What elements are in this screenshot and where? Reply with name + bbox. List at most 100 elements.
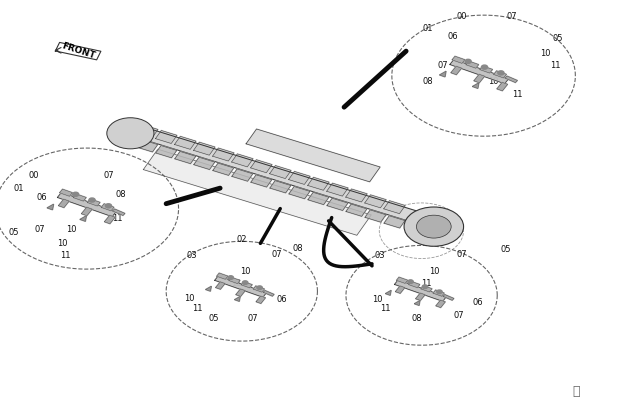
Text: 10: 10 — [372, 295, 382, 304]
Text: 08: 08 — [422, 77, 433, 86]
Circle shape — [73, 192, 79, 196]
Polygon shape — [216, 282, 225, 289]
Polygon shape — [156, 130, 177, 144]
Polygon shape — [472, 83, 479, 88]
Text: 06: 06 — [472, 298, 483, 307]
Circle shape — [105, 204, 112, 208]
Text: 10: 10 — [541, 49, 551, 58]
Circle shape — [481, 65, 487, 69]
Polygon shape — [136, 125, 158, 137]
Text: 10: 10 — [66, 225, 76, 234]
Text: 01: 01 — [14, 184, 24, 193]
Polygon shape — [253, 286, 265, 292]
Text: 11: 11 — [422, 279, 432, 288]
Text: Ⓦ: Ⓦ — [573, 385, 580, 398]
Polygon shape — [215, 276, 267, 297]
Text: 05: 05 — [500, 245, 510, 254]
Circle shape — [404, 207, 464, 246]
Polygon shape — [74, 194, 86, 201]
Text: 10: 10 — [488, 77, 498, 86]
Polygon shape — [58, 199, 69, 208]
Polygon shape — [396, 286, 405, 293]
Circle shape — [257, 286, 262, 290]
Text: 03: 03 — [374, 251, 385, 260]
Polygon shape — [384, 201, 405, 213]
Polygon shape — [270, 166, 291, 179]
Text: 00: 00 — [457, 12, 467, 21]
Text: 10: 10 — [184, 294, 194, 303]
Polygon shape — [264, 290, 274, 296]
Text: 11: 11 — [513, 90, 523, 99]
Circle shape — [417, 215, 451, 238]
Polygon shape — [232, 169, 253, 181]
Polygon shape — [81, 207, 92, 216]
Text: 01: 01 — [423, 24, 433, 33]
Polygon shape — [232, 154, 253, 167]
Polygon shape — [386, 290, 391, 295]
Polygon shape — [229, 277, 240, 283]
Polygon shape — [421, 286, 432, 292]
Text: 07: 07 — [272, 250, 283, 259]
Polygon shape — [497, 82, 508, 91]
Polygon shape — [241, 282, 252, 288]
Polygon shape — [409, 281, 420, 288]
Polygon shape — [250, 160, 272, 173]
Polygon shape — [246, 129, 380, 182]
Polygon shape — [289, 187, 310, 199]
Polygon shape — [384, 216, 405, 228]
Polygon shape — [132, 126, 432, 226]
Text: 07: 07 — [506, 12, 517, 21]
Polygon shape — [256, 296, 265, 303]
Circle shape — [107, 118, 154, 149]
Polygon shape — [236, 289, 246, 297]
Polygon shape — [308, 177, 329, 190]
Polygon shape — [55, 43, 101, 60]
Circle shape — [498, 71, 504, 75]
Text: 02: 02 — [237, 235, 247, 244]
Circle shape — [89, 198, 95, 202]
Circle shape — [228, 276, 234, 279]
Polygon shape — [505, 76, 518, 83]
Polygon shape — [80, 216, 86, 221]
Text: 05: 05 — [209, 314, 219, 323]
Text: 07: 07 — [35, 225, 46, 234]
Text: 11: 11 — [113, 214, 123, 223]
Text: 05: 05 — [553, 34, 563, 43]
Polygon shape — [440, 71, 446, 77]
Polygon shape — [346, 204, 367, 216]
Text: 08: 08 — [292, 244, 303, 253]
Polygon shape — [137, 140, 157, 152]
Polygon shape — [175, 151, 196, 164]
Text: 03: 03 — [187, 251, 198, 260]
Text: 07: 07 — [247, 314, 259, 323]
Polygon shape — [466, 61, 479, 68]
Polygon shape — [451, 66, 462, 75]
Text: 06: 06 — [37, 193, 48, 202]
Polygon shape — [156, 146, 177, 158]
Text: 11: 11 — [192, 304, 202, 313]
Text: FRONT: FRONT — [60, 41, 96, 61]
Polygon shape — [494, 71, 507, 78]
Polygon shape — [47, 204, 53, 210]
Polygon shape — [346, 189, 367, 202]
Polygon shape — [213, 148, 234, 161]
Polygon shape — [443, 294, 454, 300]
Text: 08: 08 — [411, 314, 422, 323]
Polygon shape — [365, 195, 386, 208]
Polygon shape — [251, 175, 272, 187]
Circle shape — [465, 59, 471, 63]
Polygon shape — [101, 204, 114, 211]
Polygon shape — [396, 277, 408, 283]
Polygon shape — [234, 297, 241, 301]
Polygon shape — [60, 189, 73, 196]
Text: 07: 07 — [453, 311, 464, 320]
Circle shape — [408, 280, 414, 283]
Polygon shape — [104, 215, 115, 224]
Polygon shape — [436, 300, 445, 308]
Text: 10: 10 — [57, 239, 67, 248]
Text: 11: 11 — [550, 61, 560, 70]
Text: 11: 11 — [232, 279, 242, 288]
Polygon shape — [289, 171, 310, 184]
Text: 00: 00 — [29, 171, 39, 180]
Polygon shape — [270, 181, 291, 193]
